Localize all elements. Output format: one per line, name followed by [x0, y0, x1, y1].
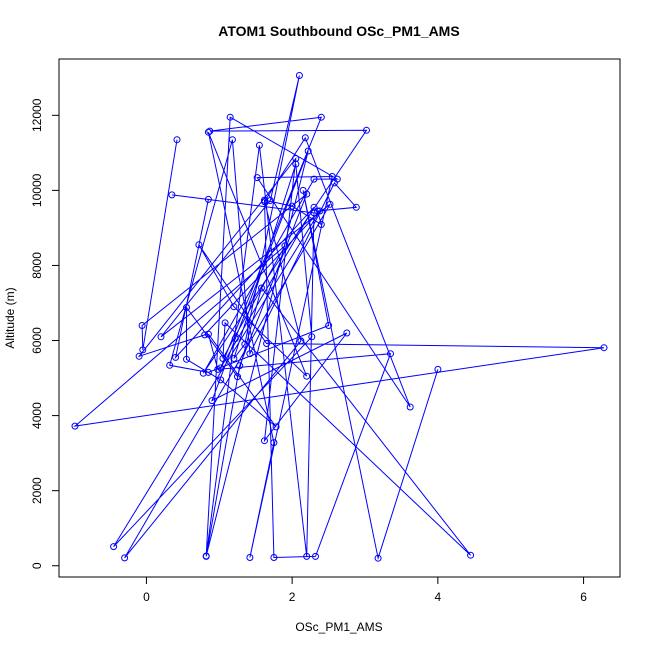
data-point	[303, 552, 311, 560]
data-point	[234, 373, 241, 381]
data-point	[183, 355, 190, 363]
data-point	[272, 423, 280, 431]
data-point	[387, 350, 394, 358]
data-point	[295, 72, 303, 79]
data-point	[199, 369, 207, 377]
data-point	[135, 352, 143, 360]
data-point	[206, 127, 214, 135]
data-point	[204, 330, 212, 338]
data-point	[281, 242, 289, 250]
data-point	[204, 128, 212, 136]
data-point	[352, 203, 360, 211]
data-point	[326, 200, 334, 208]
data-point	[166, 361, 174, 369]
data-point	[263, 340, 271, 347]
data-point	[434, 365, 442, 373]
data-point	[168, 191, 176, 199]
data-point	[173, 136, 181, 144]
data-point	[201, 331, 209, 339]
data-point	[261, 196, 268, 204]
data-point	[312, 552, 319, 560]
data-point	[288, 202, 296, 210]
x-axis-label: OSc_PM1_AMS	[295, 620, 382, 634]
y-tick-label: 12000	[30, 98, 44, 132]
data-point	[328, 173, 336, 180]
data-point	[261, 437, 268, 445]
y-axis: 0 2000 4000 6000 8000 10000 12000	[30, 98, 59, 569]
data-point	[343, 329, 351, 337]
y-tick-label: 6000	[30, 327, 44, 354]
data-point	[325, 322, 333, 329]
x-tick-label: 4	[435, 590, 442, 604]
data-point	[204, 368, 212, 376]
data-point	[226, 113, 234, 121]
data-point	[253, 174, 261, 182]
data-point	[297, 337, 305, 345]
data-point	[304, 147, 312, 155]
y-axis-label: Altitude (m)	[3, 287, 17, 348]
x-tick-label: 0	[143, 590, 150, 604]
data-point	[330, 179, 338, 187]
data-point	[246, 554, 254, 561]
y-tick-label: 8000	[30, 252, 44, 279]
data-point	[270, 554, 278, 561]
data-point	[301, 134, 309, 142]
x-tick-label: 2	[289, 590, 296, 604]
data-point	[121, 554, 129, 562]
data-point	[270, 439, 278, 447]
data-point	[246, 350, 254, 358]
data-point	[317, 221, 325, 228]
series-layer	[71, 72, 608, 562]
data-point	[230, 303, 238, 311]
data-point	[202, 552, 210, 560]
y-tick-label: 10000	[30, 173, 44, 207]
data-point	[363, 126, 370, 134]
data-point	[303, 372, 311, 380]
data-point	[228, 136, 236, 144]
data-point	[71, 422, 79, 430]
plot-area	[58, 58, 621, 578]
data-point	[292, 160, 300, 168]
data-point	[308, 333, 316, 341]
data-point	[157, 333, 165, 341]
data-point	[303, 190, 311, 198]
data-point	[467, 551, 475, 559]
data-point	[221, 319, 229, 327]
data-point	[195, 241, 203, 249]
data-point	[231, 335, 239, 343]
data-point	[316, 207, 324, 215]
data-point	[138, 322, 146, 329]
data-point	[110, 543, 118, 551]
data-point	[230, 355, 238, 362]
data-point	[258, 284, 265, 292]
data-point	[139, 346, 147, 354]
data-point	[374, 554, 382, 562]
data-point	[204, 195, 212, 203]
y-tick-label: 0	[30, 562, 44, 569]
data-point	[314, 207, 322, 215]
data-point	[310, 175, 318, 183]
chart-title: ATOM1 Southbound OSc_PM1_AMS	[218, 23, 459, 39]
x-tick-label: 6	[580, 590, 587, 604]
x-axis: 0 2 4 6	[143, 577, 587, 604]
data-point	[600, 344, 608, 352]
data-point	[310, 203, 318, 211]
data-point	[217, 376, 225, 384]
y-tick-label: 2000	[30, 477, 44, 504]
data-point	[406, 403, 414, 411]
y-tick-label: 4000	[30, 402, 44, 429]
data-point	[255, 141, 263, 149]
data-point	[241, 340, 249, 348]
data-point	[172, 353, 180, 361]
data-point	[214, 365, 222, 373]
plot-frame	[58, 58, 621, 578]
data-point	[219, 355, 227, 362]
series-line	[73, 75, 605, 561]
data-point	[183, 304, 190, 311]
data-point	[317, 113, 325, 121]
data-point	[236, 362, 244, 370]
data-point	[299, 186, 307, 194]
data-point	[208, 397, 216, 405]
